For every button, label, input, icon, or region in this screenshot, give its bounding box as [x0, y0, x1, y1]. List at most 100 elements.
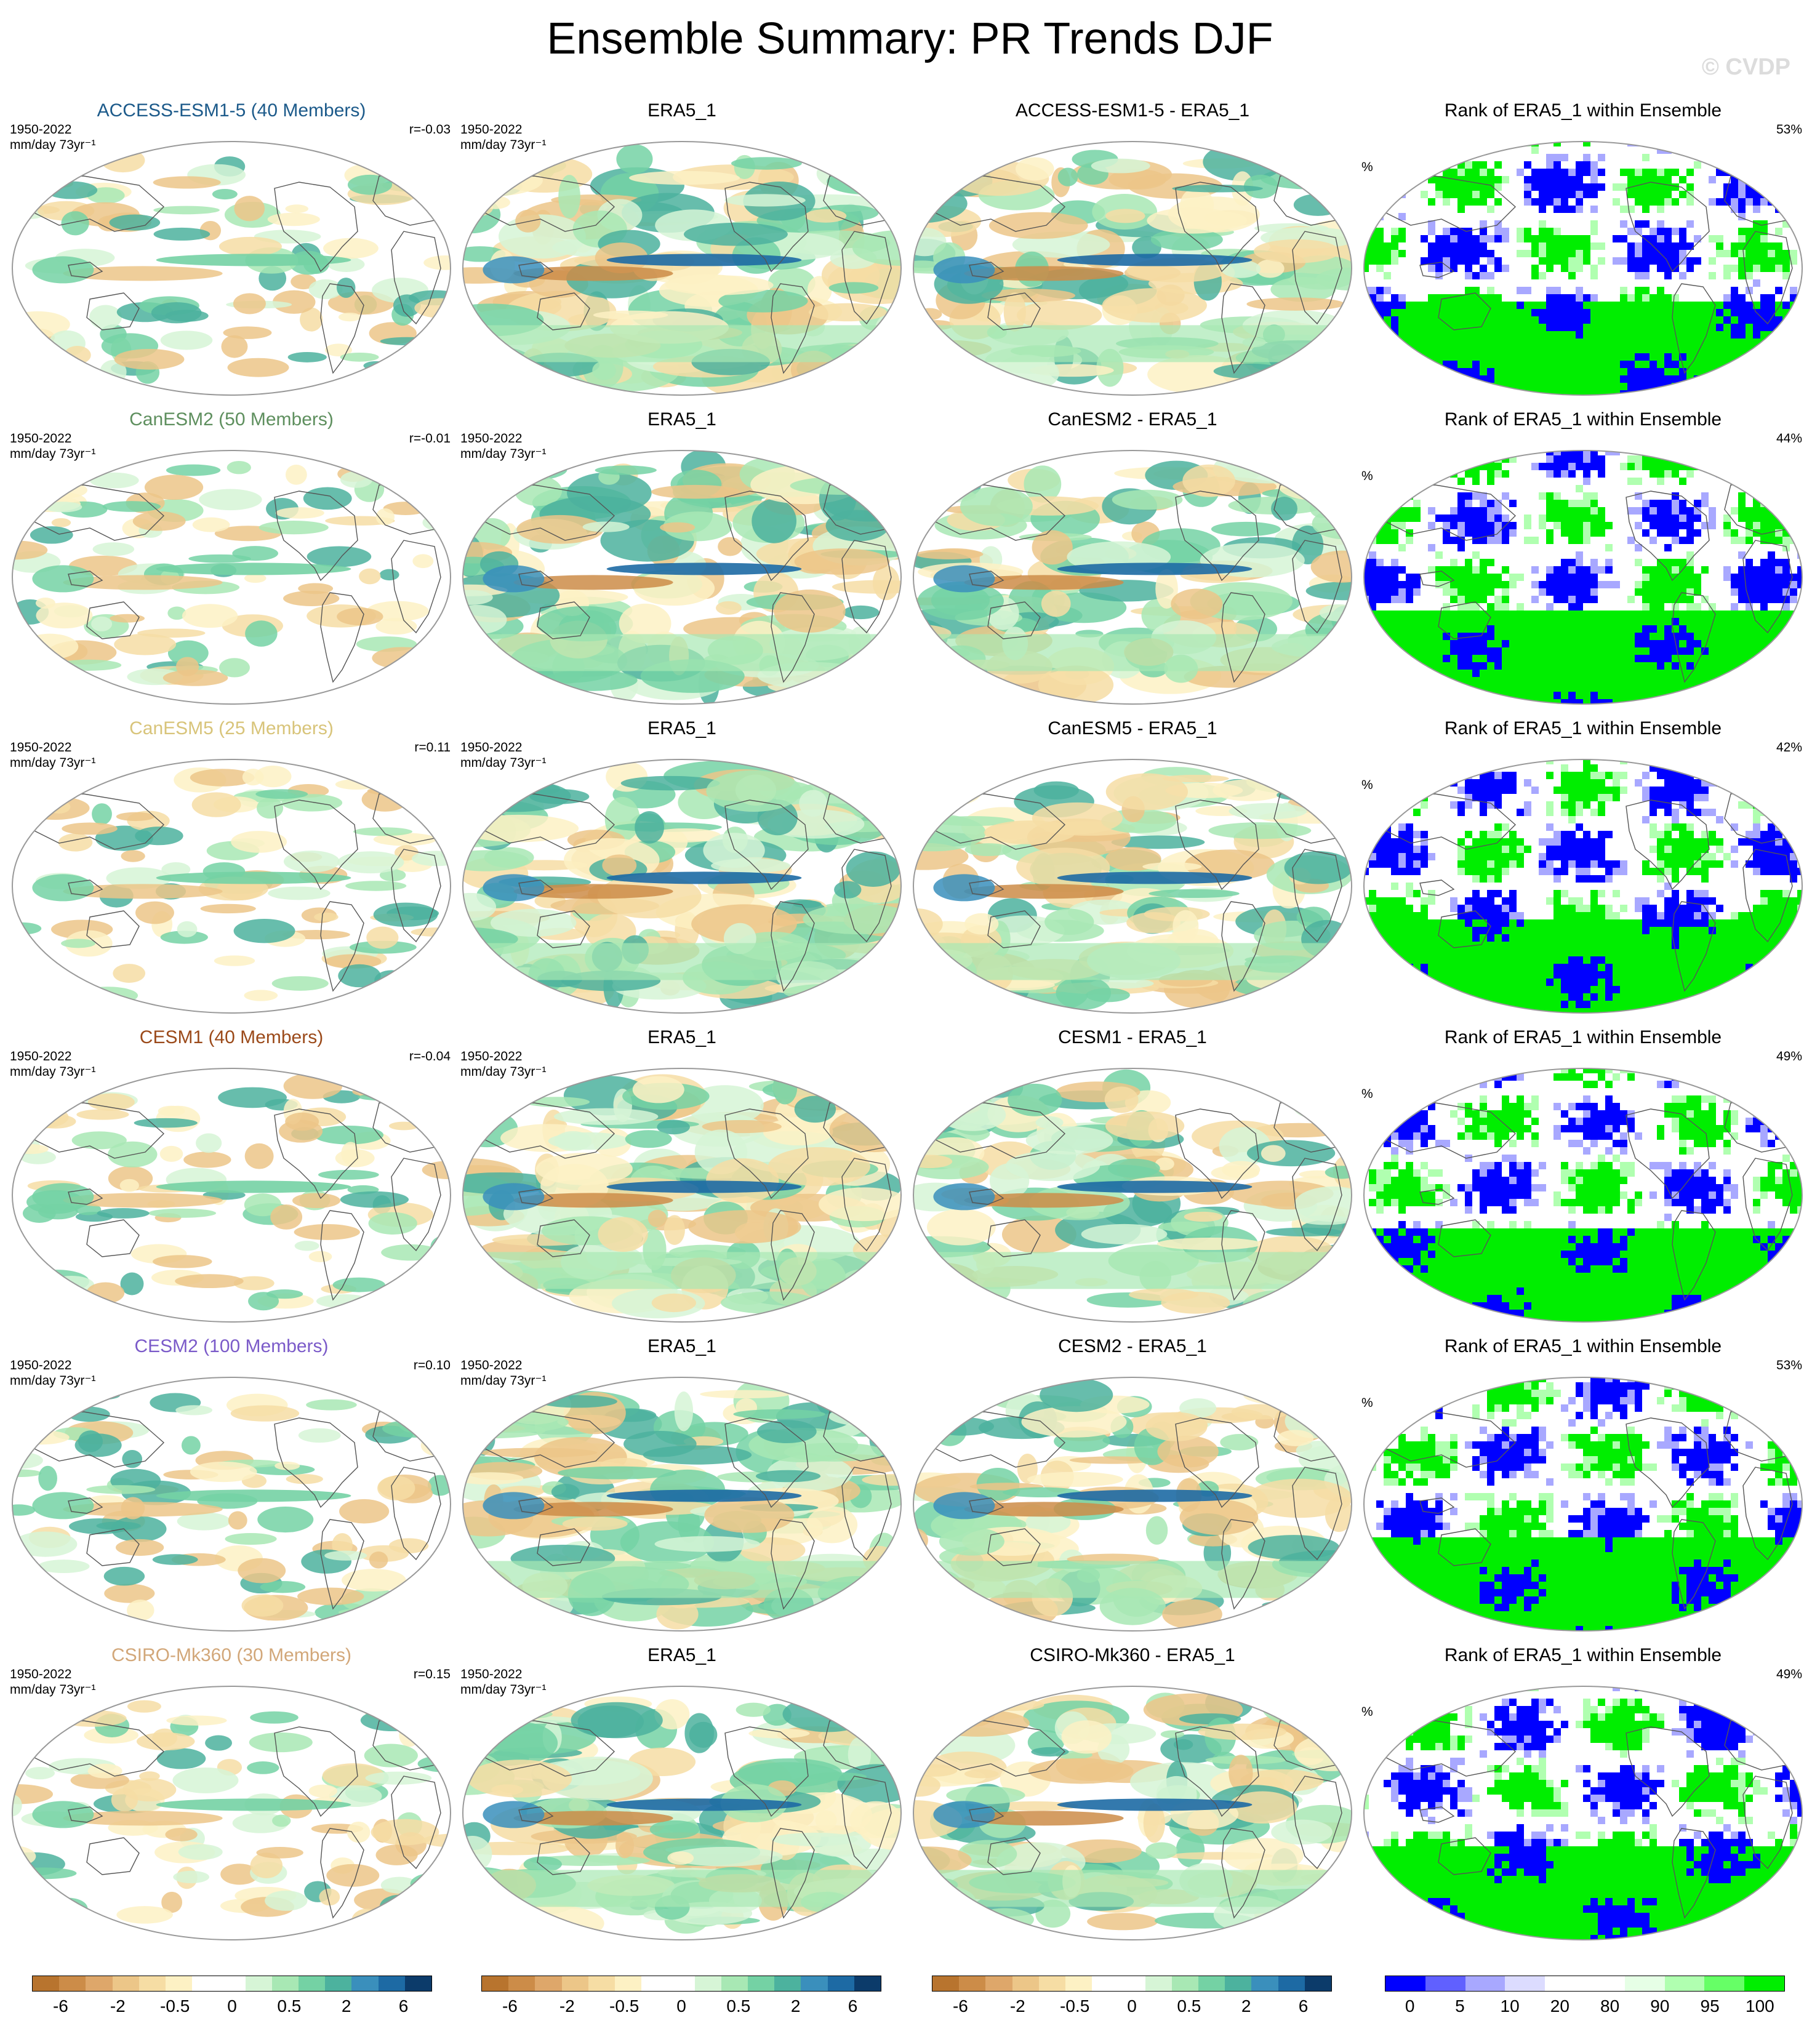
period-label: 1950-2022 — [10, 1358, 72, 1372]
pattern-correlation: r=-0.01 — [409, 431, 451, 446]
colorbar-swatch — [1304, 1976, 1332, 1991]
colorbar-swatch — [112, 1976, 139, 1991]
colorbar-swatch — [1624, 1976, 1665, 1991]
colorbar-label: 6 — [848, 1996, 858, 2016]
map-diff — [913, 450, 1352, 705]
colorbar-label: 95 — [1700, 1996, 1720, 2016]
colorbar-swatch — [721, 1976, 748, 1991]
colorbar-label: 2 — [341, 1996, 351, 2016]
colorbar-swatch — [192, 1976, 219, 1991]
watermark: © CVDP — [1701, 54, 1790, 80]
map-model — [12, 1377, 451, 1632]
colorbar-rank: 0 5 10 20 80 90 95 100 — [1385, 1976, 1785, 2020]
period-units: 1950-2022 mm/day 73yr⁻¹ — [10, 1049, 95, 1079]
rank-percent: 42% — [1776, 740, 1802, 755]
colorbar-label: 10 — [1500, 1996, 1520, 2016]
colorbar-label: -0.5 — [160, 1996, 190, 2016]
diff-title: CanESM2 - ERA5_1 — [1048, 409, 1217, 430]
rank-unit: % — [1361, 778, 1373, 792]
colorbar-swatch — [1065, 1976, 1092, 1991]
colorbar-swatch — [1198, 1976, 1225, 1991]
period-label: 1950-2022 — [460, 1049, 523, 1063]
colorbar-swatch — [668, 1976, 695, 1991]
colorbar-label: 5 — [1455, 1996, 1465, 2016]
panel-model-row-3: CanESM5 (25 Members) 1950-2022 mm/day 73yr… — [10, 718, 453, 1019]
panel-rank-row-2: Rank of ERA5_1 within Ensemble 44%% — [1361, 409, 1805, 710]
period-units: 1950-2022 mm/day 73yr⁻¹ — [460, 1358, 546, 1388]
colorbar-swatch — [641, 1976, 668, 1991]
colorbar-swatch — [801, 1976, 828, 1991]
units-label: mm/day 73yr⁻¹ — [460, 1065, 547, 1079]
obs-title: ERA5_1 — [647, 718, 716, 739]
colorbar-label: -6 — [502, 1996, 518, 2016]
colorbar-label: 20 — [1550, 1996, 1569, 2016]
units-label: mm/day 73yr⁻¹ — [10, 1065, 96, 1079]
colorbar-swatch — [774, 1976, 801, 1991]
colorbar-swatch — [985, 1976, 1012, 1991]
rank-percent: 44% — [1776, 431, 1802, 446]
map-model — [12, 141, 451, 396]
rank-unit: % — [1361, 1396, 1373, 1410]
map-model — [12, 1686, 451, 1940]
colorbar-swatch — [378, 1976, 405, 1991]
panel-obs-row-1: ERA5_1 1950-2022 mm/day 73yr⁻¹ — [460, 100, 904, 401]
period-units: 1950-2022 mm/day 73yr⁻¹ — [10, 1358, 95, 1388]
units-label: mm/day 73yr⁻¹ — [10, 756, 96, 770]
model-title: CESM1 (40 Members) — [139, 1027, 324, 1047]
panel-obs-row-2: ERA5_1 1950-2022 mm/day 73yr⁻¹ — [460, 409, 904, 710]
colorbar-swatch — [482, 1976, 509, 1991]
colorbar-swatch — [1278, 1976, 1305, 1991]
colorbar-swatch — [1664, 1976, 1705, 1991]
colorbar-trend: -6 -2 -0.5 0 0.5 2 6 — [932, 1976, 1332, 2020]
colorbar-swatch — [218, 1976, 246, 1991]
rank-unit: % — [1361, 469, 1373, 483]
panel-diff-row-3: CanESM5 - ERA5_1 — [911, 718, 1354, 1019]
diff-title: ACCESS-ESM1-5 - ERA5_1 — [1015, 100, 1250, 121]
period-label: 1950-2022 — [460, 740, 523, 755]
panel-obs-row-5: ERA5_1 1950-2022 mm/day 73yr⁻¹ — [460, 1335, 904, 1637]
colorbar-swatches — [1385, 1976, 1785, 1992]
period-units: 1950-2022 mm/day 73yr⁻¹ — [460, 122, 546, 153]
colorbar-swatch — [33, 1976, 60, 1991]
colorbar-swatches — [932, 1976, 1332, 1992]
colorbar-swatch — [1092, 1976, 1119, 1991]
colorbar-label: 0.5 — [726, 1996, 751, 2016]
colorbar-swatch — [299, 1976, 326, 1991]
map-obs — [462, 1068, 902, 1323]
diff-title: CSIRO-Mk360 - ERA5_1 — [1030, 1645, 1235, 1665]
colorbar-swatch — [1704, 1976, 1745, 1991]
rank-percent: 49% — [1776, 1667, 1802, 1681]
obs-title: ERA5_1 — [647, 1645, 716, 1665]
period-units: 1950-2022 mm/day 73yr⁻¹ — [10, 122, 95, 153]
obs-title: ERA5_1 — [647, 1027, 716, 1047]
pattern-correlation: r=0.11 — [414, 740, 451, 755]
diff-title: CESM1 - ERA5_1 — [1058, 1027, 1207, 1047]
colorbar-label: 90 — [1650, 1996, 1670, 2016]
map-rank — [1363, 1377, 1803, 1632]
model-title: ACCESS-ESM1-5 (40 Members) — [97, 100, 366, 121]
period-label: 1950-2022 — [10, 740, 72, 755]
period-label: 1950-2022 — [10, 122, 72, 137]
colorbar-swatch — [959, 1976, 986, 1991]
obs-title: ERA5_1 — [647, 100, 716, 121]
colorbar-swatch — [325, 1976, 352, 1991]
map-obs — [462, 141, 902, 396]
pattern-correlation: r=-0.03 — [409, 122, 451, 137]
colorbar-swatch — [271, 1976, 299, 1991]
colorbar-label: -6 — [952, 1996, 968, 2016]
colorbar-swatch — [854, 1976, 881, 1991]
period-label: 1950-2022 — [460, 122, 523, 137]
colorbar-swatch — [748, 1976, 775, 1991]
colorbar-swatches — [481, 1976, 881, 1992]
colorbar-label: -2 — [559, 1996, 575, 2016]
colorbar-swatch — [1385, 1976, 1425, 1991]
period-units: 1950-2022 mm/day 73yr⁻¹ — [460, 1049, 546, 1079]
period-label: 1950-2022 — [460, 1667, 523, 1681]
colorbar-swatch — [245, 1976, 272, 1991]
model-title: CESM2 (100 Members) — [134, 1336, 329, 1356]
colorbar-swatch — [535, 1976, 562, 1991]
rank-title: Rank of ERA5_1 within Ensemble — [1444, 100, 1722, 121]
map-obs — [462, 1377, 902, 1632]
colorbar-swatch — [1465, 1976, 1505, 1991]
rank-title: Rank of ERA5_1 within Ensemble — [1444, 1336, 1722, 1356]
